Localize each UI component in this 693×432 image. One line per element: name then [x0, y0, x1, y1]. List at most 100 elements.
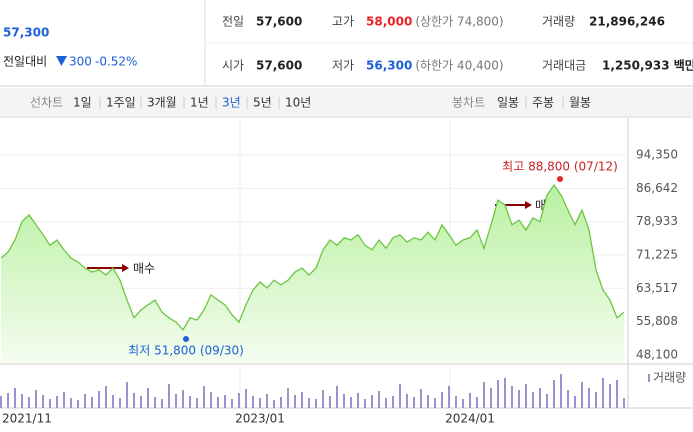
change-rate: -0.52% [95, 55, 137, 69]
volume-bar [427, 395, 429, 408]
volume-bar [49, 399, 51, 408]
volume-bar [574, 396, 576, 408]
low-label: 최저 51,800 (09/30) [128, 344, 244, 358]
volume-bar [161, 399, 163, 408]
volume-bar [378, 391, 380, 408]
info-label: 거래량 [542, 15, 575, 29]
volume-bar [434, 398, 436, 408]
change: 300 [69, 55, 92, 69]
volume-bar [245, 389, 247, 408]
volume-bar [609, 384, 611, 408]
legend-swatch [648, 374, 650, 382]
volume-bar [224, 395, 226, 408]
info-value: 57,600 [256, 59, 302, 73]
volume-bar [182, 390, 184, 408]
volume-bar [462, 399, 464, 408]
volume-bar [28, 397, 30, 408]
volume-bar [483, 382, 485, 408]
volume-bar [343, 394, 345, 408]
tab[interactable]: 월봉 [569, 96, 591, 110]
volume-bar [511, 386, 513, 408]
buy-label: 매수 [133, 262, 155, 276]
volume-bar [119, 398, 121, 408]
volume-bar [133, 393, 135, 408]
volume-bar [308, 398, 310, 408]
volume-bar [231, 399, 233, 408]
volume-bar [595, 392, 597, 408]
info-note: (상한가 74,800) [415, 15, 503, 29]
y-tick-label: 55,808 [636, 314, 678, 328]
low-marker [183, 336, 189, 342]
volume-bar [525, 384, 527, 408]
tab[interactable]: 5년 [253, 96, 272, 110]
volume-bar [140, 396, 142, 408]
volume-bar [112, 395, 114, 408]
tab[interactable]: 1주일 [106, 96, 136, 110]
tab[interactable]: 10년 [285, 96, 311, 110]
volume-bar [469, 393, 471, 408]
high-marker [557, 176, 563, 182]
volume-bar [7, 393, 9, 408]
info-value: 57,600 [256, 15, 302, 29]
volume-bar [280, 397, 282, 408]
volume-bar [364, 399, 366, 408]
volume-bar [329, 396, 331, 408]
y-tick-label: 71,225 [636, 248, 678, 262]
volume-bar [210, 392, 212, 408]
x-tick-label: 2021/11 [2, 412, 52, 426]
x-tick-label: 2024/01 [445, 412, 495, 426]
y-tick-label: 48,100 [636, 348, 678, 362]
volume-bar [294, 395, 296, 408]
volume-panel [0, 365, 628, 408]
info-note: (하한가 40,400) [415, 59, 503, 73]
volume-bar [385, 398, 387, 408]
tab-group-label: 선차트 [30, 96, 63, 110]
price-line [0, 183, 625, 332]
info-label: 시가 [222, 59, 244, 73]
volume-bar [448, 386, 450, 408]
tab[interactable]: 1일 [73, 96, 92, 110]
tab[interactable]: 3개월 [147, 96, 177, 110]
volume-bar [497, 380, 499, 408]
volume-bar [413, 397, 415, 408]
volume-bar [14, 388, 16, 408]
volume-bar [35, 390, 37, 408]
volume-bar [301, 392, 303, 408]
volume-bar [252, 396, 254, 408]
tab-bar [0, 88, 693, 117]
volume-bar [392, 396, 394, 408]
info-value: 21,896,246 [589, 15, 665, 29]
tab[interactable]: 1년 [190, 96, 209, 110]
high-label: 최고 88,800 (07/12) [502, 160, 618, 174]
volume-bar [126, 382, 128, 408]
down-arrow [56, 56, 67, 66]
sell-arrow-head [525, 201, 532, 209]
volume-bar [91, 397, 93, 408]
volume-bar [42, 395, 44, 408]
volume-bar [455, 396, 457, 408]
area [1, 185, 624, 363]
y-tick-label: 94,350 [636, 148, 678, 162]
volume-bar [70, 398, 72, 408]
volume-bar [490, 388, 492, 408]
volume-bar [441, 392, 443, 408]
y-tick-label: 86,642 [636, 181, 678, 195]
volume-bar [532, 392, 534, 408]
info-label: 고가 [332, 15, 354, 29]
volume-bar [0, 396, 2, 408]
volume-bar [406, 394, 408, 408]
volume-bar [203, 386, 205, 408]
volume-bar [63, 392, 65, 408]
volume-bar [154, 397, 156, 408]
volume-bar [357, 393, 359, 408]
info-label: 전일 [222, 15, 244, 29]
volume-bar [588, 388, 590, 408]
info-label: 저가 [332, 59, 354, 73]
volume-bar [168, 384, 170, 408]
volume-bar [567, 390, 569, 408]
tab[interactable]: 주봉 [532, 96, 554, 110]
price: 57,300 [3, 26, 49, 40]
tab[interactable]: 일봉 [497, 96, 519, 110]
volume-label: 거래량 [653, 371, 686, 385]
tab[interactable]: 3년 [222, 96, 241, 110]
